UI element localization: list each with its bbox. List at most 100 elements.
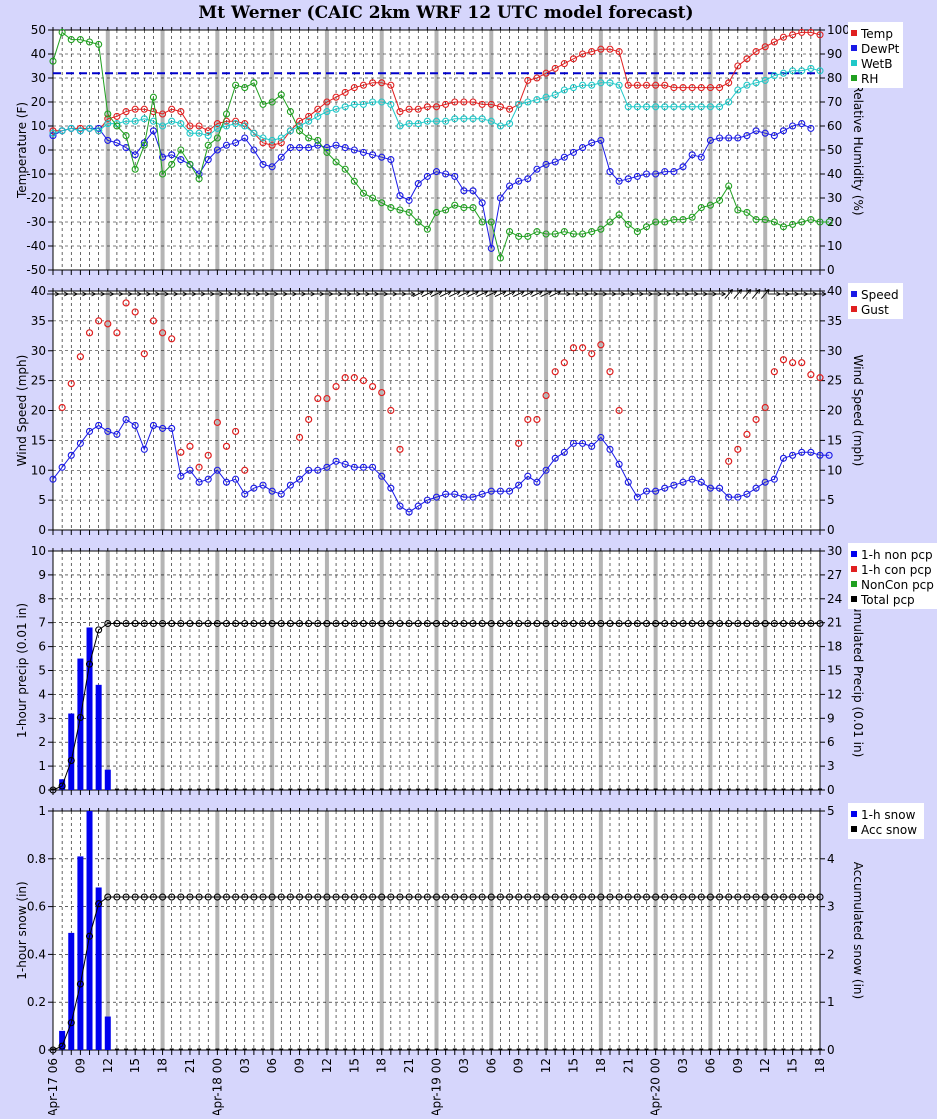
zero-marker <box>178 788 183 791</box>
series-accumulated-point <box>496 619 504 628</box>
series-rh-point <box>159 170 167 178</box>
series-accumulated-point <box>460 619 468 628</box>
wind-arrow-head <box>746 288 752 294</box>
series-temp-point <box>259 139 267 147</box>
series-accumulated-point <box>542 893 550 901</box>
zero-marker <box>434 788 439 791</box>
series-rh-point <box>387 204 395 212</box>
series-dewpt-point <box>113 139 121 147</box>
series-rh-point <box>423 225 431 233</box>
wind-arrow-head <box>437 290 443 296</box>
series-wetb-point <box>140 115 148 123</box>
series-rh-point <box>222 110 231 118</box>
y-right-tick-label: 35 <box>827 314 842 328</box>
series-temp-point <box>204 127 212 135</box>
series-rh-point <box>259 100 267 108</box>
x-tick-label: 06 <box>703 1058 717 1073</box>
zero-marker <box>379 1048 384 1051</box>
series-dewpt-point <box>332 141 340 149</box>
zero-marker <box>799 1048 804 1051</box>
series-temp-point <box>350 84 358 92</box>
zero-marker <box>251 1048 256 1051</box>
x-tick-label: 18 <box>375 1058 389 1073</box>
series-dewpt-point <box>597 136 605 144</box>
series-dewpt-point <box>688 151 696 159</box>
wind-arrow-head <box>464 290 470 296</box>
series-dewpt-point <box>323 144 331 152</box>
series-wetb-point <box>67 124 75 132</box>
series-accumulated-point <box>442 893 450 901</box>
series-wetb-point <box>241 122 249 130</box>
y-tick-label: 5 <box>38 664 46 678</box>
series-rh-point <box>588 228 596 236</box>
y-right-tick-label: 80 <box>827 71 842 85</box>
series-speed-point <box>734 493 742 501</box>
precip-bar <box>104 769 111 790</box>
zero-marker <box>681 788 686 791</box>
x-tick-label: Apr-18 00 <box>210 1058 224 1115</box>
series-wetb-point <box>122 117 130 125</box>
zero-marker <box>534 788 539 791</box>
series-temp-point <box>807 28 815 36</box>
series-wetb-point <box>789 67 797 75</box>
series-temp-point <box>213 120 221 128</box>
zero-marker <box>480 1048 485 1051</box>
series-speed-point <box>387 484 395 492</box>
wind-arrow-shaft <box>503 291 516 297</box>
series-temp-point <box>716 84 724 92</box>
series-wetb-point <box>816 67 824 75</box>
wind-arrow-shaft <box>761 289 770 299</box>
precip-bar <box>86 811 93 1050</box>
series-rh-point <box>350 177 358 185</box>
series-rh-point <box>140 141 148 149</box>
zero-marker <box>818 1048 822 1051</box>
series-rh-point <box>825 218 833 226</box>
series-accumulated-point <box>268 619 276 628</box>
series-wetb-point <box>387 100 395 108</box>
wind-arrow-head <box>455 290 461 296</box>
zero-marker <box>726 788 731 791</box>
series-accumulated-point <box>369 893 377 901</box>
y-right-tick-label: 25 <box>827 374 842 388</box>
series-wetb-point <box>323 108 331 116</box>
x-tick-label: 09 <box>512 1058 526 1073</box>
series-accumulated-point <box>195 619 203 628</box>
series-accumulated-point <box>551 619 559 628</box>
series-accumulated-point <box>76 980 84 988</box>
series-temp-point <box>734 62 742 70</box>
series-wetb-point <box>350 100 358 108</box>
legend-swatch <box>851 566 857 572</box>
series-speed-point <box>515 481 523 489</box>
wind-arrow-shaft <box>412 291 424 297</box>
zero-marker <box>443 788 448 791</box>
gust-point <box>232 427 240 436</box>
zero-marker <box>571 1048 576 1051</box>
legend-label: 1-h non pcp <box>861 548 933 562</box>
wind-direction-arrow <box>761 288 770 299</box>
wind-direction-arrow <box>494 290 507 297</box>
series-accumulated-point <box>515 619 523 628</box>
y-right-tick-label: 21 <box>827 616 842 630</box>
wind-arrow-head <box>528 290 534 296</box>
series-dewpt-point <box>177 156 185 164</box>
series-accumulated-point <box>405 893 413 901</box>
series-accumulated-point <box>295 893 304 901</box>
series-dewpt-point <box>168 151 176 159</box>
zero-marker <box>598 1048 603 1051</box>
wind-direction-arrow <box>458 290 470 297</box>
series-wetb-point <box>560 86 568 94</box>
series-accumulated-point <box>286 619 294 628</box>
wind-arrow-head <box>501 290 507 296</box>
wind-arrow-shaft <box>549 291 561 297</box>
y-tick-label: 35 <box>31 314 46 328</box>
series-rh-point <box>469 204 477 212</box>
series-wetb-point <box>633 103 641 111</box>
series-rh-point <box>779 223 788 231</box>
series-rh-point <box>752 216 760 224</box>
zero-marker <box>197 788 202 791</box>
series-wetb-point <box>706 103 714 111</box>
zero-marker <box>297 1048 302 1051</box>
series-wetb-point <box>177 120 185 128</box>
series-rh-point <box>149 93 157 101</box>
